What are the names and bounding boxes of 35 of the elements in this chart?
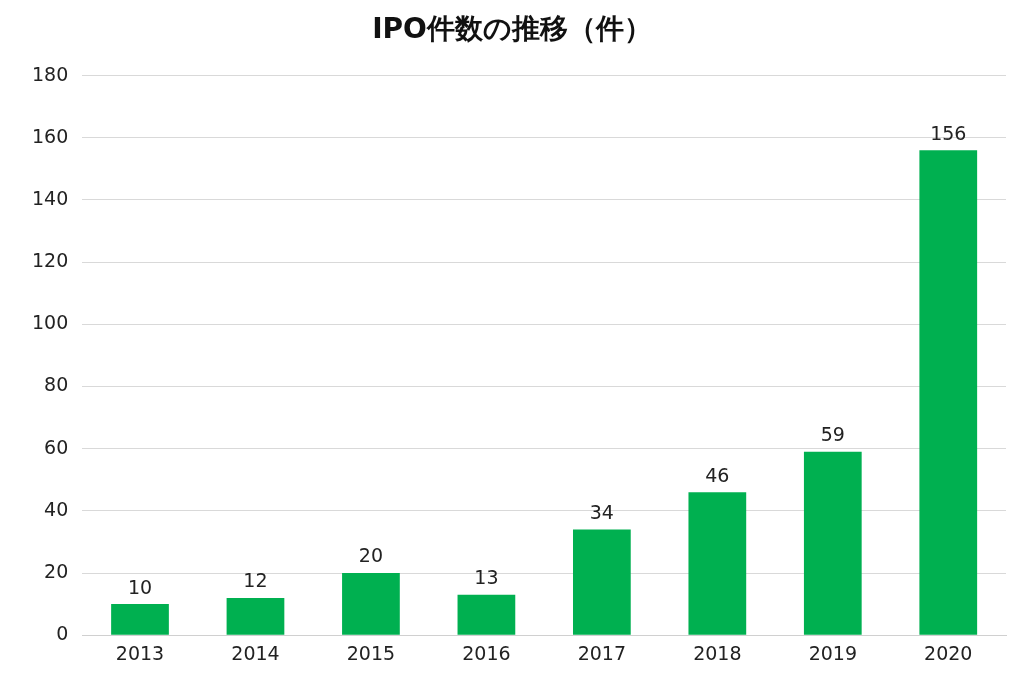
data-label: 156 bbox=[930, 121, 967, 144]
data-label: 10 bbox=[127, 575, 153, 598]
bar bbox=[688, 492, 747, 635]
y-tick-label: 160 bbox=[32, 124, 69, 147]
data-label: 59 bbox=[820, 423, 845, 446]
y-tick-label: 80 bbox=[44, 373, 69, 396]
y-tick-label: 60 bbox=[44, 435, 69, 458]
data-label: 13 bbox=[474, 566, 499, 589]
data-label: 34 bbox=[589, 500, 614, 523]
bar bbox=[111, 604, 169, 635]
y-tick-label: 0 bbox=[56, 622, 69, 645]
y-tick-label: 120 bbox=[32, 249, 69, 272]
x-tick-label: 2020 bbox=[924, 641, 973, 664]
bar bbox=[919, 150, 978, 635]
x-tick-label: 2016 bbox=[462, 641, 511, 664]
x-tick-label: 2014 bbox=[231, 641, 280, 664]
y-tick-label: 20 bbox=[44, 559, 69, 582]
x-tick-label: 2015 bbox=[346, 641, 396, 664]
y-tick-label: 140 bbox=[32, 186, 69, 209]
x-tick-label: 2013 bbox=[115, 641, 165, 664]
bar bbox=[457, 594, 516, 635]
data-label: 46 bbox=[705, 463, 730, 486]
x-tick-label: 2017 bbox=[577, 641, 627, 664]
y-tick-label: 100 bbox=[32, 311, 69, 334]
bar bbox=[573, 529, 631, 635]
x-tick-label: 2018 bbox=[693, 641, 742, 664]
y-tick-label: 40 bbox=[44, 497, 69, 520]
data-label: 12 bbox=[243, 569, 268, 592]
bar bbox=[803, 451, 862, 635]
bar bbox=[226, 597, 285, 635]
y-tick-label: 180 bbox=[32, 62, 69, 85]
bar bbox=[342, 573, 400, 635]
data-label: 20 bbox=[358, 544, 384, 567]
x-tick-label: 2019 bbox=[808, 641, 857, 664]
chart-title: IPO件数の推移（件） bbox=[372, 12, 652, 46]
